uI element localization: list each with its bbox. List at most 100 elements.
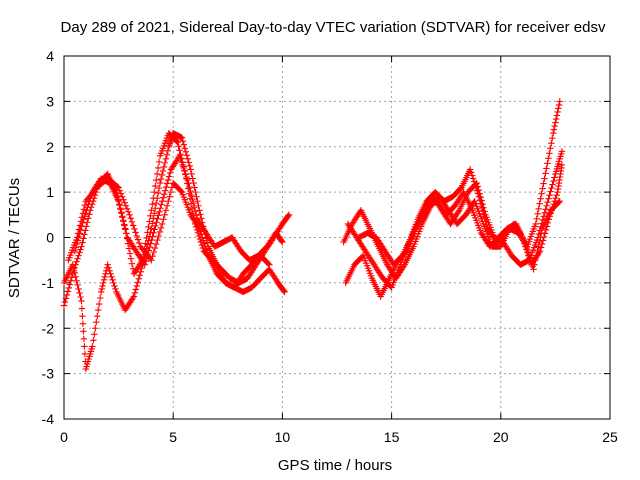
- data-point-marker: [469, 175, 477, 182]
- data-point-marker: [188, 170, 195, 178]
- data-point-marker: [123, 205, 131, 212]
- data-point-marker: [122, 202, 130, 209]
- data-point-marker: [193, 212, 200, 219]
- data-point-marker: [203, 246, 210, 253]
- data-point-marker: [128, 218, 136, 226]
- x-tick-label: 5: [169, 429, 177, 445]
- data-point-marker: [156, 179, 164, 187]
- data-point-marker: [108, 273, 115, 281]
- data-point-marker: [125, 208, 132, 215]
- data-point-marker: [480, 211, 488, 218]
- data-point-marker: [552, 115, 560, 123]
- data-point-marker: [481, 214, 488, 222]
- data-point-marker: [159, 220, 166, 228]
- data-point-marker: [542, 226, 550, 234]
- data-point-marker: [148, 225, 155, 232]
- data-point-marker: [542, 206, 549, 213]
- data-point-marker: [177, 187, 185, 195]
- data-point-marker: [279, 238, 286, 246]
- data-point-marker: [521, 238, 529, 246]
- data-point-marker: [161, 211, 168, 219]
- data-point-marker: [78, 297, 85, 305]
- data-point-marker: [60, 302, 68, 309]
- data-point-marker: [81, 202, 89, 209]
- data-point-marker: [65, 284, 73, 292]
- data-point-marker: [153, 219, 160, 226]
- y-axis-label: SDTVAR / TECUs: [6, 178, 23, 298]
- data-point-marker: [153, 176, 160, 184]
- data-point-marker: [164, 147, 172, 154]
- data-point-marker: [149, 252, 156, 260]
- data-point-marker: [111, 282, 118, 290]
- data-point-marker: [123, 230, 130, 237]
- data-point-marker: [142, 257, 149, 265]
- data-point-marker: [74, 255, 81, 262]
- data-point-marker: [134, 279, 141, 286]
- data-point-marker: [191, 204, 198, 211]
- data-point-marker: [185, 159, 192, 166]
- data-point-marker: [149, 233, 156, 240]
- data-point-marker: [550, 177, 557, 185]
- data-point-marker: [151, 226, 158, 233]
- data-point-marker: [79, 312, 86, 320]
- data-point-marker: [187, 166, 194, 173]
- data-point-marker: [285, 211, 293, 219]
- data-point-marker: [136, 272, 143, 279]
- data-point-marker: [156, 228, 164, 236]
- data-point-marker: [178, 134, 186, 141]
- data-point-marker: [130, 293, 138, 300]
- data-point-marker: [81, 231, 88, 238]
- data-point-marker: [166, 169, 174, 177]
- data-point-marker: [198, 231, 205, 238]
- data-point-marker: [92, 325, 99, 332]
- data-point-marker: [76, 222, 84, 229]
- data-point-marker: [161, 159, 169, 167]
- data-point-marker: [548, 184, 555, 192]
- data-point-marker: [455, 208, 462, 215]
- x-tick-label: 15: [384, 429, 400, 445]
- data-point-marker: [162, 183, 170, 191]
- data-point-marker: [151, 188, 158, 196]
- data-point-marker: [541, 175, 548, 182]
- data-point-marker: [538, 190, 545, 197]
- data-point-marker: [116, 187, 124, 194]
- data-point-marker: [552, 194, 559, 202]
- data-point-marker: [532, 220, 539, 228]
- data-point-marker: [133, 232, 140, 240]
- data-point-marker: [72, 273, 79, 281]
- data-point-marker: [158, 201, 165, 208]
- data-point-marker: [482, 218, 489, 225]
- data-point-marker: [154, 236, 161, 244]
- data-point-marker: [175, 143, 182, 150]
- data-point-marker: [97, 288, 105, 296]
- data-point-marker: [182, 170, 189, 178]
- data-point-marker: [120, 218, 127, 225]
- data-point-marker: [150, 229, 157, 237]
- data-point-marker: [127, 255, 135, 262]
- data-point-marker: [75, 285, 82, 293]
- x-tick-label: 0: [60, 429, 68, 445]
- data-point-marker: [152, 222, 159, 230]
- data-point-marker: [556, 98, 563, 105]
- data-point-marker: [128, 260, 136, 267]
- data-point-marker: [543, 202, 550, 209]
- data-point-marker: [535, 243, 542, 250]
- data-point-marker: [467, 169, 475, 176]
- data-point-marker: [147, 240, 154, 247]
- data-point-marker: [129, 222, 137, 229]
- data-point-marker: [180, 141, 188, 148]
- data-point-marker: [69, 261, 76, 268]
- data-point-marker: [75, 252, 82, 259]
- data-point-marker: [79, 320, 87, 327]
- data-point-marker: [148, 256, 155, 264]
- data-point-marker: [80, 235, 87, 242]
- data-point-marker: [548, 140, 555, 147]
- data-point-marker: [551, 174, 558, 181]
- data-point-marker: [151, 210, 158, 217]
- data-point-marker: [89, 343, 96, 350]
- data-point-marker: [551, 122, 558, 130]
- data-point-marker: [73, 277, 80, 285]
- data-point-marker: [121, 222, 128, 229]
- data-point-marker: [66, 281, 74, 288]
